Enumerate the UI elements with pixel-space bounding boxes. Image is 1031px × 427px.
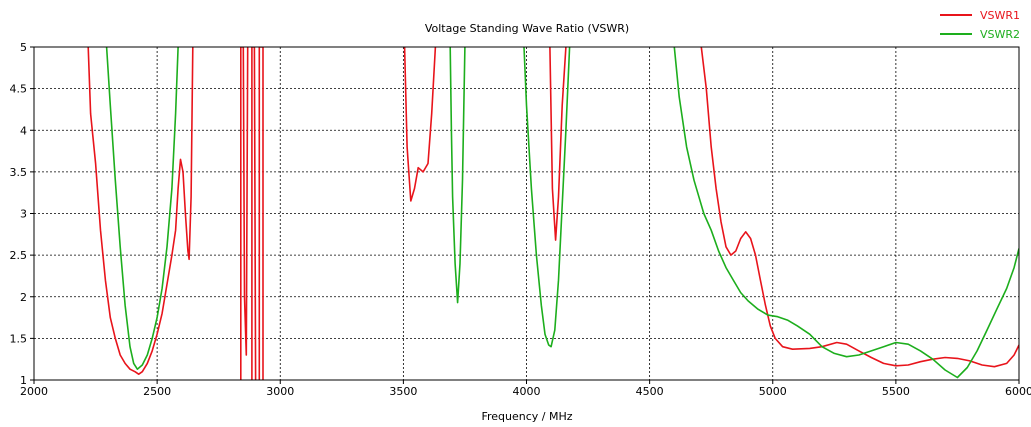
x-tick-label: 4000 (513, 385, 541, 398)
series-line (87, 47, 194, 376)
series-line (403, 47, 437, 202)
x-tick-label: 5000 (759, 385, 787, 398)
series-line (258, 47, 264, 380)
series-line (523, 47, 571, 348)
series-line (251, 47, 257, 380)
x-tick-label: 2500 (143, 385, 171, 398)
y-tick-label: 4 (20, 124, 27, 137)
y-tick-label: 1 (20, 374, 27, 387)
legend-label: VSWR1 (980, 9, 1020, 22)
x-tick-label: 2000 (20, 385, 48, 398)
series-line (449, 47, 466, 304)
axes: 2000 2500 3000 3500 4000 4500 5000 5500 6000 1 1.5… (10, 41, 1031, 398)
x-tick-label: 3000 (266, 385, 294, 398)
series-line (700, 47, 1019, 368)
series-line (240, 47, 249, 380)
legend-item-vswr1[interactable]: VSWR1 (940, 9, 1020, 22)
grid-lines (34, 47, 1019, 380)
series-line (105, 47, 179, 371)
legend-label: VSWR2 (980, 28, 1020, 41)
series-vswr1 (87, 47, 1019, 380)
series-vswr2 (105, 47, 1019, 379)
y-tick-label: 2 (20, 291, 27, 304)
y-tick-label: 1.5 (10, 332, 28, 345)
series-lines (87, 47, 1019, 380)
x-tick-label: 3500 (389, 385, 417, 398)
chart-title: Voltage Standing Wave Ratio (VSWR) (425, 22, 629, 35)
x-axis-title: Frequency / MHz (481, 410, 572, 423)
y-tick-label: 4.5 (10, 83, 28, 96)
legend[interactable]: VSWR1 VSWR2 (940, 9, 1020, 41)
y-tick-label: 2.5 (10, 249, 28, 262)
y-tick-label: 5 (20, 41, 27, 54)
series-line (673, 47, 1019, 379)
y-tick-label: 3 (20, 208, 27, 221)
y-tick-label: 3.5 (10, 166, 28, 179)
x-tick-label: 5500 (882, 385, 910, 398)
series-line (549, 47, 567, 241)
x-tick-label: 6000 (1005, 385, 1031, 398)
x-tick-label: 4500 (636, 385, 664, 398)
legend-item-vswr2[interactable]: VSWR2 (940, 28, 1020, 41)
